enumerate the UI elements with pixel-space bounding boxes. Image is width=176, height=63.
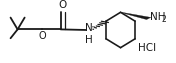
Text: 2: 2 <box>162 15 167 24</box>
Text: NH: NH <box>150 12 166 22</box>
Text: O: O <box>59 0 67 10</box>
Text: N: N <box>85 23 93 33</box>
Text: O: O <box>38 31 46 41</box>
Text: ''': ''' <box>92 26 96 31</box>
Text: H: H <box>85 35 93 45</box>
Text: HCl: HCl <box>138 43 156 53</box>
Polygon shape <box>120 12 151 20</box>
